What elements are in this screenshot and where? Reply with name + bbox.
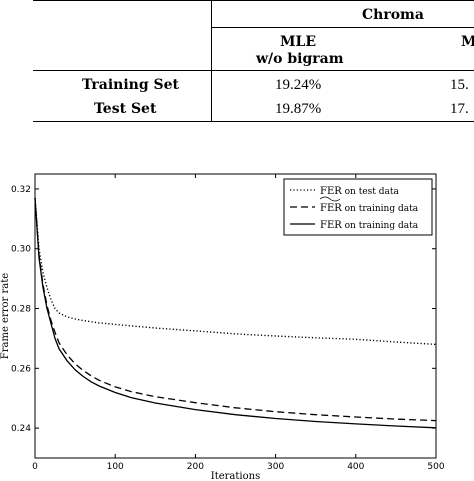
x-tick-label: 100 <box>107 462 124 472</box>
legend-fer-prefix: FER <box>320 203 342 214</box>
series-line-dashed <box>34 197 437 422</box>
legend-entry-label: FER on training data <box>320 203 419 214</box>
header-bottom-rule <box>33 70 474 71</box>
row-label-test: Test Set <box>94 101 157 117</box>
x-tick-label: 0 <box>32 462 38 472</box>
y-tick-label: 0.32 <box>11 185 31 195</box>
legend-fer-prefix: FER <box>320 186 342 197</box>
fer-chart: 0 100 200 300 400 500 0.24 0.26 0.28 0.30 0.32 FER… <box>0 160 474 481</box>
y-tick-label: 0.28 <box>11 305 31 315</box>
x-tick-label: 300 <box>267 462 284 472</box>
x-tick-label: 400 <box>347 462 364 472</box>
legend-fer-prefix: FER <box>320 220 342 231</box>
row-label-training: Training Set <box>82 77 179 93</box>
y-tick-label: 0.24 <box>11 424 31 434</box>
legend-box <box>283 178 433 236</box>
cell-training-col2-partial: 15. <box>450 77 469 93</box>
fer-chart-svg: 0 100 200 300 400 500 0.24 0.26 0.28 0.30 0.32 FER… <box>0 173 445 481</box>
cell-training-col1: 19.24% <box>275 77 322 93</box>
legend-suffix: on training data <box>342 221 419 231</box>
legend-suffix: on test data <box>342 187 400 197</box>
legend-entry-label: FER on test data <box>320 186 400 197</box>
table-vertical-rule <box>211 0 212 122</box>
y-axis-label: Frame error rate <box>0 273 11 359</box>
x-tick-label: 500 <box>427 462 444 472</box>
results-table: Chroma MLE w/o bigram M Training Set 19.… <box>0 0 474 130</box>
legend-suffix: on training data <box>342 204 419 214</box>
x-axis-label: Iterations <box>211 471 260 481</box>
plot-frame <box>34 173 437 459</box>
series-line-solid <box>34 197 437 429</box>
table-top-rule <box>33 0 474 1</box>
y-tick-label: 0.30 <box>11 245 31 255</box>
col1-header-line1: MLE <box>280 34 317 50</box>
cell-test-col1: 19.87% <box>275 101 322 117</box>
x-tick-label: 200 <box>187 462 204 472</box>
tilde-mark <box>319 196 341 202</box>
col2-header-partial: M <box>461 34 474 50</box>
cell-test-col2-partial: 17. <box>450 101 469 117</box>
col1-header-line2: w/o bigram <box>256 51 344 67</box>
legend-entry-label: FER on training data <box>320 220 419 231</box>
series-line-dotted <box>34 197 437 346</box>
y-tick-label: 0.26 <box>11 364 31 374</box>
series-lines <box>34 197 437 429</box>
table-bottom-rule <box>33 121 474 122</box>
group-header-chroma: Chroma <box>362 7 424 23</box>
group-header-rule <box>211 27 474 28</box>
